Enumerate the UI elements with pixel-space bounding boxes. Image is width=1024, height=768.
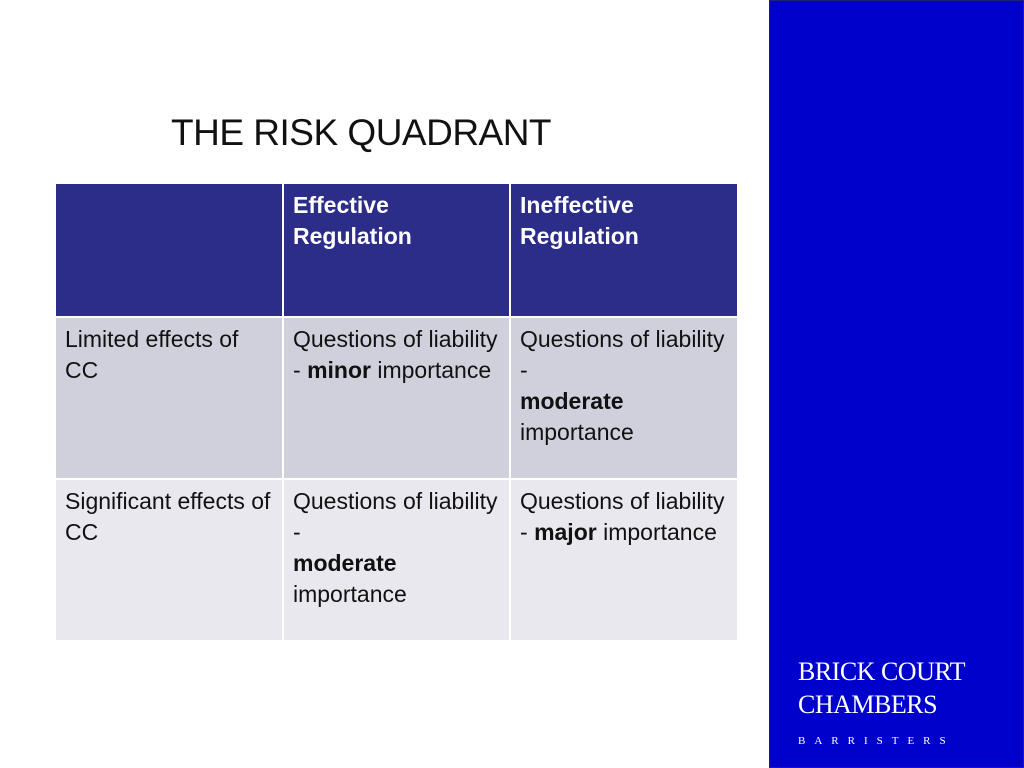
brand-sidebar: BRICK COURT CHAMBERS BARRISTERS (769, 0, 1024, 768)
table-row: Limited effects of CC Questions of liabi… (56, 318, 737, 478)
table-row: Significant effects of CC Questions of l… (56, 480, 737, 640)
cell-emphasis: major (534, 519, 597, 545)
cell-text: Questions of liability - (293, 488, 498, 545)
cell-text: Questions of liability - (520, 326, 725, 383)
cell-text: importance (596, 519, 717, 545)
table-cell: Questions of liability - moderate import… (284, 480, 509, 640)
cell-emphasis: minor (307, 357, 371, 383)
cell-text: importance (293, 581, 407, 607)
brand-logo-tagline: BARRISTERS (798, 735, 955, 747)
cell-emphasis: moderate (520, 388, 624, 414)
brand-logo-line2: CHAMBERS (798, 690, 938, 719)
risk-quadrant-table: Effective Regulation Ineffective Regulat… (54, 182, 739, 642)
table-header-row: Effective Regulation Ineffective Regulat… (56, 184, 737, 316)
cell-text: Questions of liability - (520, 488, 725, 545)
header-effective-regulation: Effective Regulation (284, 184, 509, 316)
cell-text: importance (520, 419, 634, 445)
cell-text: Questions of liability - (293, 326, 498, 383)
row-label: Limited effects of CC (56, 318, 282, 478)
cell-text: importance (370, 357, 492, 383)
slide-title: THE RISK QUADRANT (171, 112, 552, 153)
row-label: Significant effects of CC (56, 480, 282, 640)
table-cell: Questions of liability - minor importanc… (284, 318, 509, 478)
cell-emphasis: moderate (293, 550, 397, 576)
table-cell: Questions of liability - major importanc… (511, 480, 737, 640)
header-cell-empty (56, 184, 282, 316)
brand-logo-line1: BRICK COURT (798, 657, 966, 686)
table-cell: Questions of liability - moderate import… (511, 318, 737, 478)
header-ineffective-regulation: Ineffective Regulation (511, 184, 737, 316)
